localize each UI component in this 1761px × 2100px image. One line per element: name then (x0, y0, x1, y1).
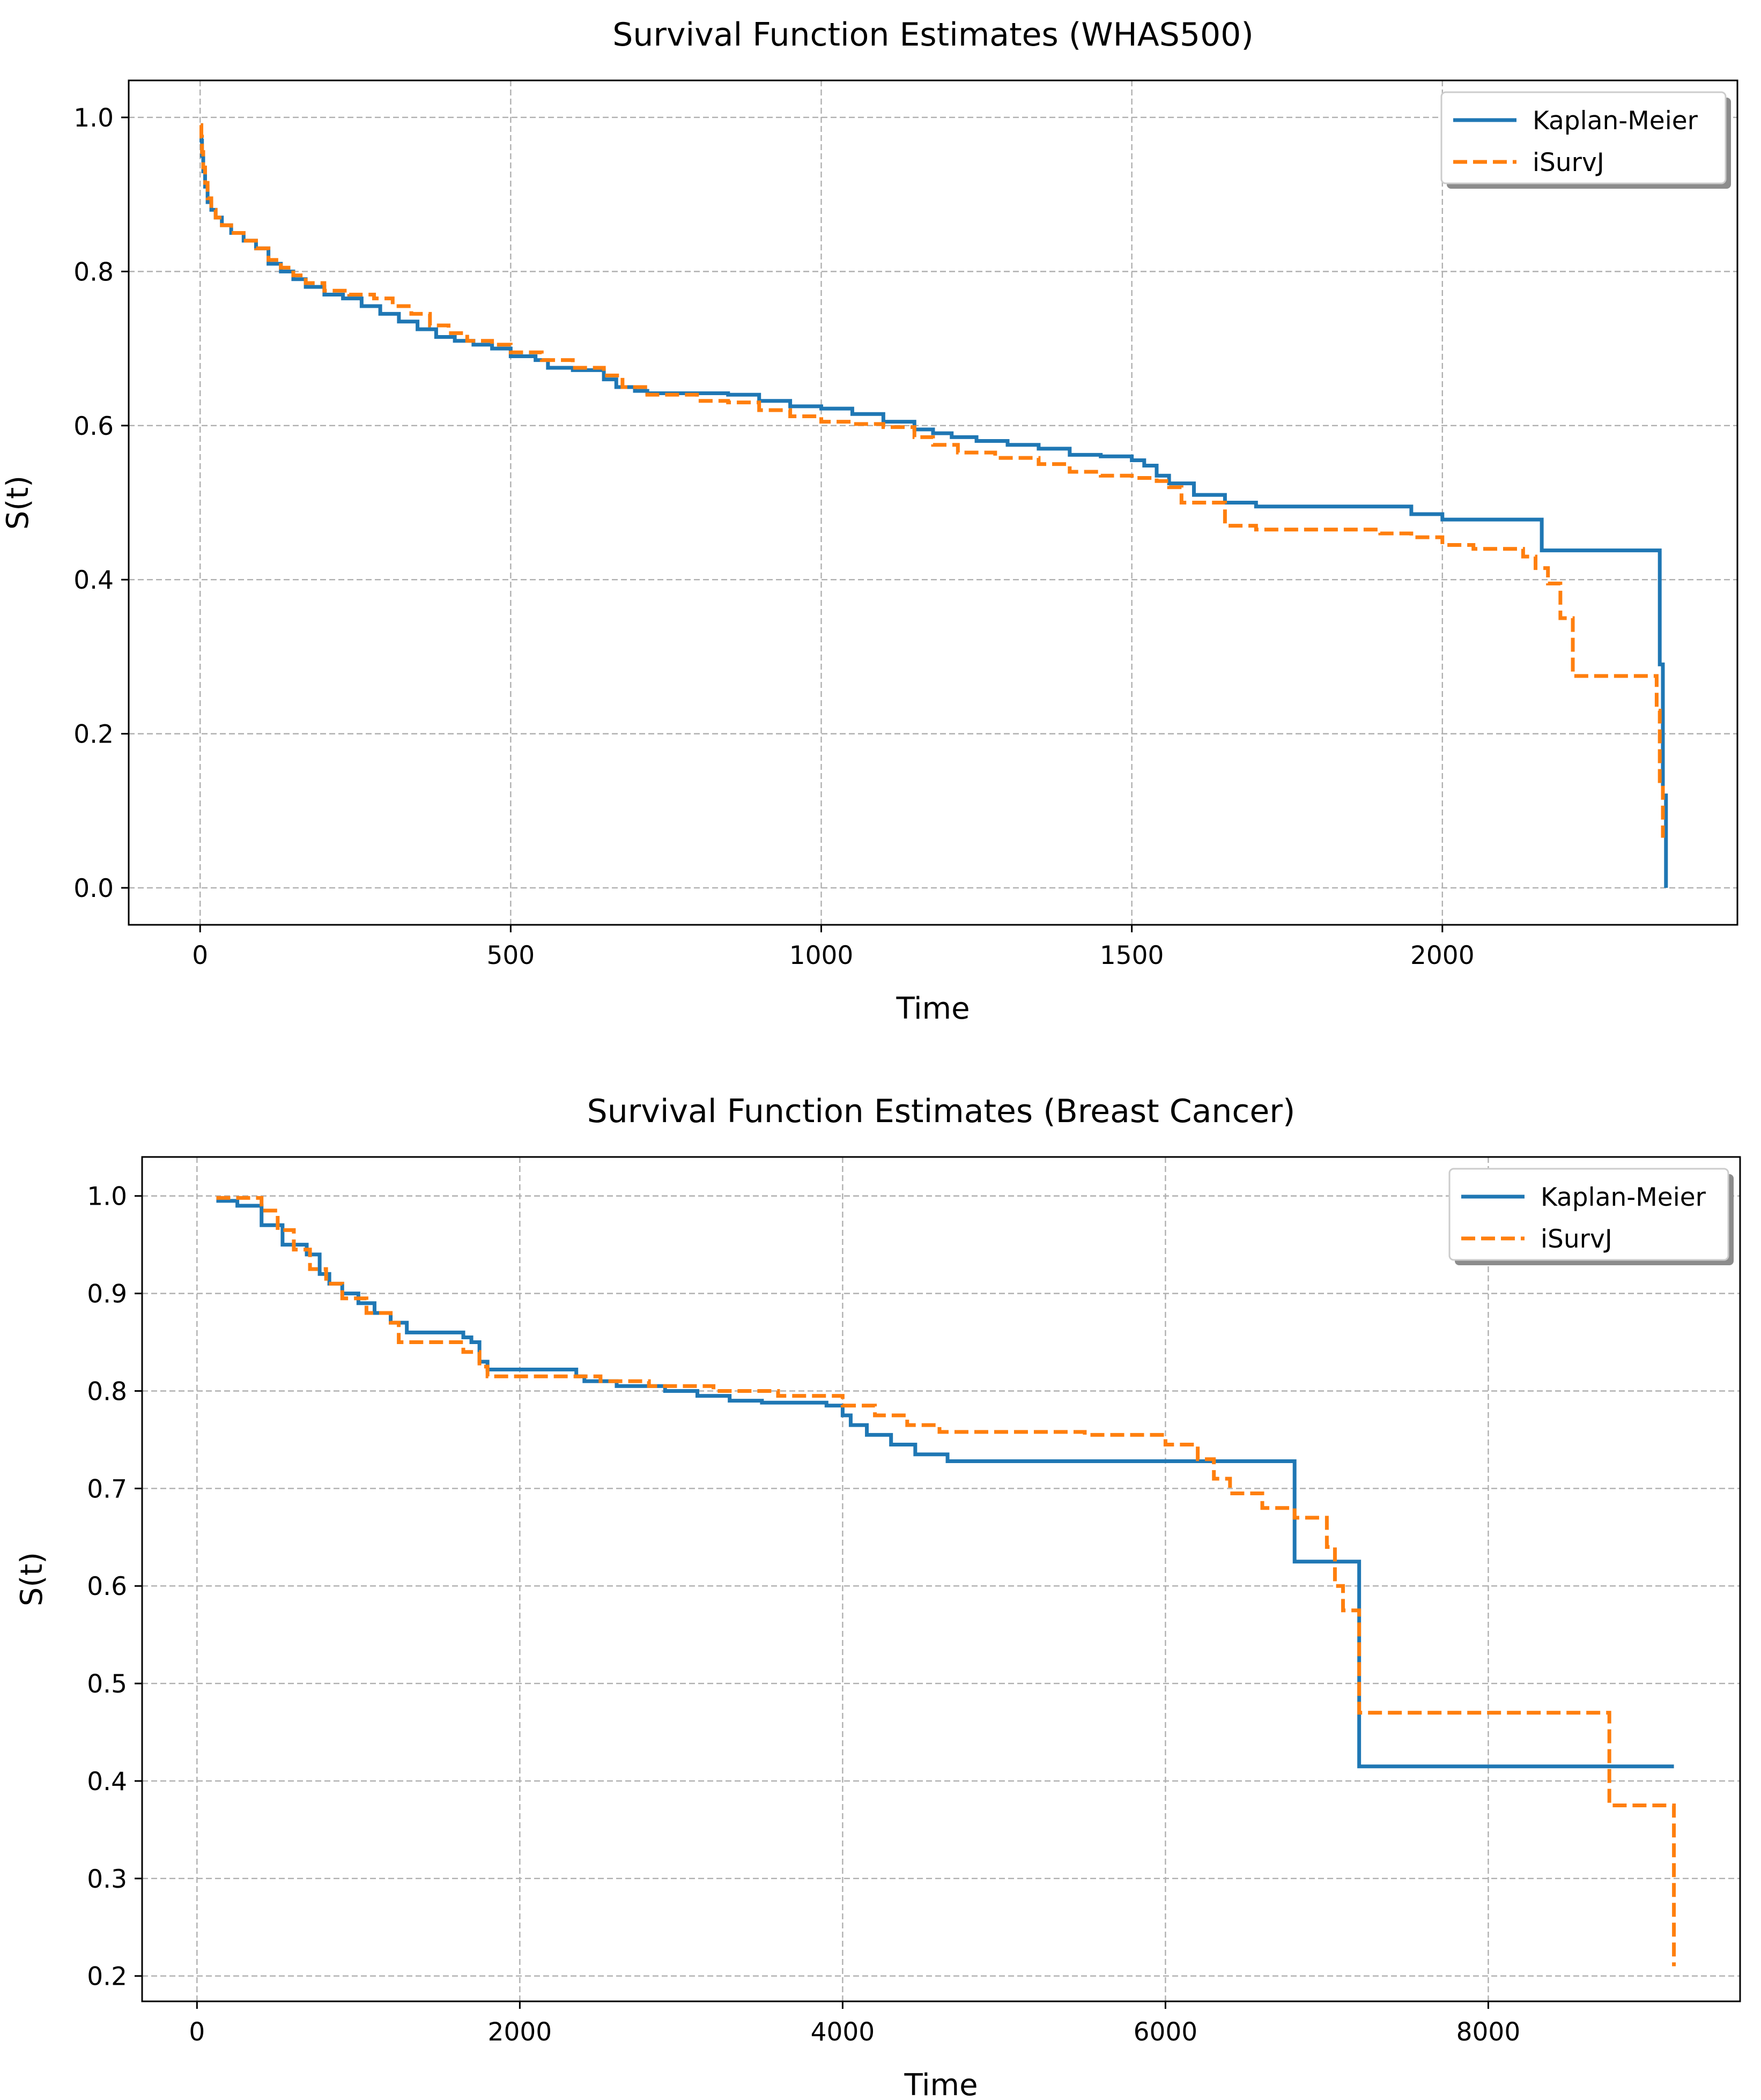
y-tick-label: 1.0 (87, 1182, 127, 1212)
y-tick-label: 0.3 (87, 1865, 127, 1894)
y-tick-label: 0.2 (73, 720, 114, 750)
whas500-chart: 0 500 1000 1500 2000 0.0 0.2 0.4 0.6 0.8 1.0 Surviv… (1, 16, 1738, 1026)
y-tick-label: 0.8 (87, 1377, 127, 1406)
legend-label-isurvj: iSurvJ (1533, 148, 1604, 177)
plot-frame (141, 1156, 1741, 2002)
y-tick-label: 0.9 (87, 1280, 127, 1309)
y-tick-label: 0.8 (73, 257, 114, 287)
y-tick-label: 0.6 (73, 412, 114, 441)
x-tick-label: 1500 (1100, 941, 1164, 970)
x-tick-label: 8000 (1456, 2017, 1521, 2047)
x-tick-label: 6000 (1134, 2017, 1198, 2047)
series-line-isurvj (216, 1196, 1676, 1967)
breast-cancer-chart: 0 2000 4000 6000 8000 0.2 0.3 0.4 0.5 0.6 0.7 0.8 0.… (14, 1093, 1741, 2100)
legend-label-kaplan-meier: Kaplan-Meier (1541, 1183, 1706, 1212)
plot-frame (128, 79, 1738, 926)
x-axis-label: Time (896, 991, 970, 1026)
legend: Kaplan-Meier iSurvJ (1448, 1168, 1734, 1265)
x-tick-label: 500 (486, 941, 535, 970)
series-line-isurvj (199, 123, 1665, 838)
y-tick-label: 0.2 (87, 1962, 127, 1992)
y-tick-label: 0.7 (87, 1474, 127, 1504)
x-axis-label: Time (904, 2068, 978, 2100)
y-axis-label: S(t) (14, 1552, 49, 1606)
chart-title: Survival Function Estimates (Breast Canc… (587, 1093, 1296, 1130)
y-tick-label: 1.0 (73, 103, 114, 133)
y-tick-label: 0.6 (87, 1572, 127, 1601)
y-tick-label: 0.5 (87, 1669, 127, 1699)
x-tick-label: 2000 (1410, 941, 1475, 970)
x-tick-label: 2000 (488, 2017, 552, 2047)
x-tick-label: 1000 (789, 941, 854, 970)
y-axis-label: S(t) (1, 476, 35, 530)
legend-label-isurvj: iSurvJ (1541, 1225, 1612, 1254)
legend-box (1448, 1168, 1729, 1261)
x-tick-label: 0 (192, 941, 208, 970)
y-tick-label: 0.0 (73, 874, 114, 903)
y-tick-label: 0.4 (87, 1767, 127, 1797)
chart-title: Survival Function Estimates (WHAS500) (612, 16, 1254, 54)
legend-label-kaplan-meier: Kaplan-Meier (1533, 106, 1698, 136)
x-tick-label: 4000 (811, 2017, 875, 2047)
legend: Kaplan-Meier iSurvJ (1440, 91, 1731, 189)
x-tick-label: 0 (189, 2017, 205, 2047)
y-tick-label: 0.4 (73, 566, 114, 595)
legend-box (1440, 91, 1727, 184)
